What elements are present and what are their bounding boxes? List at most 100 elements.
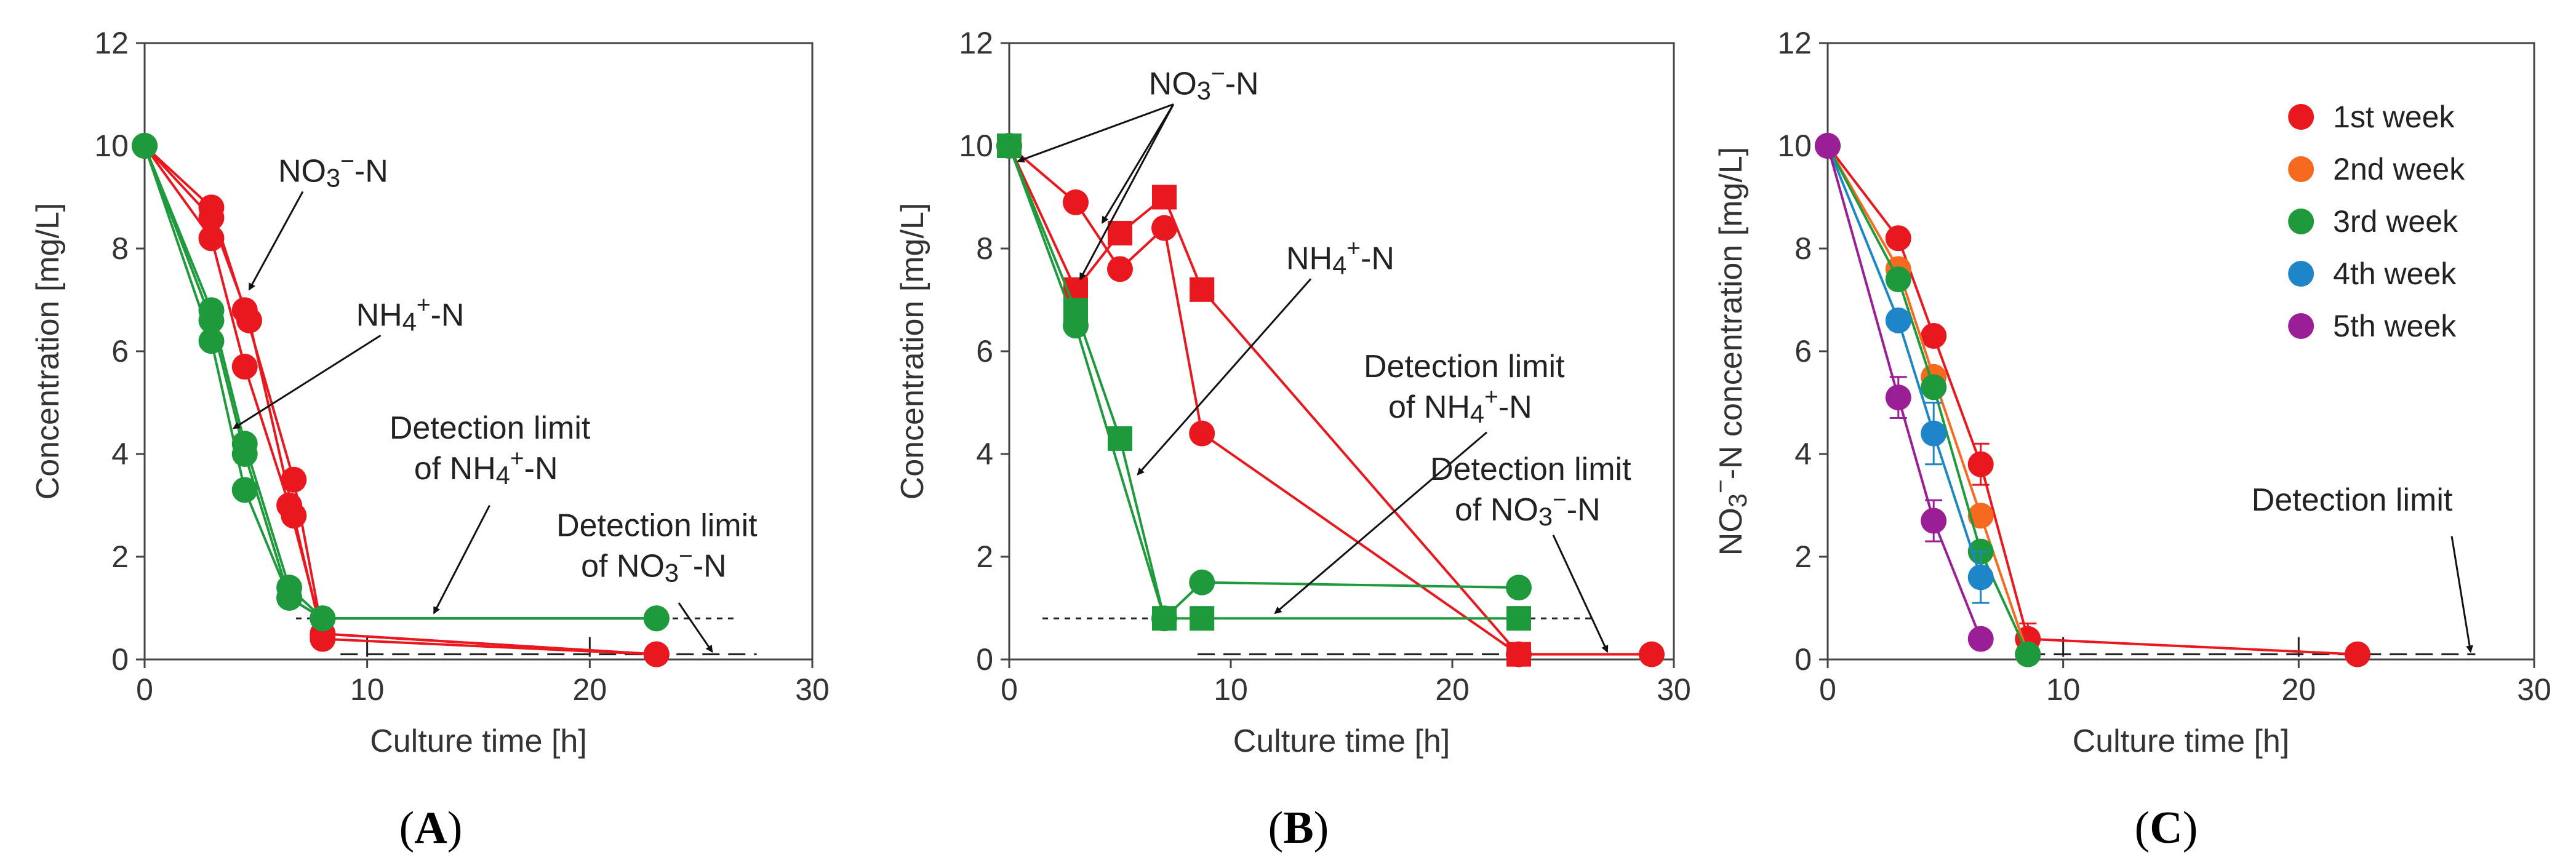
data-point xyxy=(1189,420,1215,447)
annotation-label: of NO3−-N xyxy=(581,543,727,587)
data-point-square xyxy=(1108,426,1132,451)
data-point-square xyxy=(1190,606,1215,631)
legend-item: 4th week xyxy=(2288,257,2457,291)
y-axis-label: NO3−-N concentration [mg/L] xyxy=(1708,147,1752,555)
legend-label: 1st week xyxy=(2333,100,2455,134)
data-point xyxy=(310,605,336,632)
annotation-label: Detection limit xyxy=(556,508,758,544)
panel-a: 0 2 4 6 8 10 12 0 10 20 30 Culture time [h] Concentr… xyxy=(30,26,830,853)
legend-marker xyxy=(2288,104,2314,130)
data-point xyxy=(1967,564,1994,591)
panel-label: (B) xyxy=(1268,803,1329,853)
data-point-square xyxy=(1506,606,1531,631)
annotation-arrow xyxy=(1079,103,1175,281)
data-point xyxy=(198,204,225,231)
series-4 xyxy=(997,133,1531,631)
panel-label: (A) xyxy=(399,803,463,853)
data-point xyxy=(1885,225,1911,252)
y-tick-label: 0 xyxy=(1794,642,1812,677)
data-point xyxy=(198,328,225,354)
data-point xyxy=(1063,189,1089,215)
data-point xyxy=(1815,133,1841,159)
data-point xyxy=(2345,641,2370,667)
data-point xyxy=(236,307,262,333)
x-axis-label: Culture time [h] xyxy=(370,723,587,759)
annotation-arrow xyxy=(1552,535,1609,653)
series-3 xyxy=(1815,133,2041,667)
series-line xyxy=(1826,145,1982,640)
plot-frame xyxy=(1826,42,2535,661)
data-point xyxy=(1967,626,1994,652)
legend-label: 2nd week xyxy=(2333,152,2465,186)
y-axis-label: Concentration [mg/L] xyxy=(30,203,66,500)
data-point-square xyxy=(1152,606,1177,631)
annotation-label: of NH4+-N xyxy=(1388,383,1532,428)
annotation-arrow xyxy=(1101,103,1175,224)
data-point-square xyxy=(1506,642,1531,667)
y-tick-label: 6 xyxy=(111,334,129,368)
data-point-square xyxy=(1108,220,1132,245)
legend-marker xyxy=(2288,261,2314,287)
series-line xyxy=(1008,145,1520,655)
y-tick-label: 0 xyxy=(976,642,993,677)
series-line xyxy=(1826,145,1982,578)
series-6 xyxy=(132,133,670,632)
y-tick-label: 10 xyxy=(959,129,993,163)
x-tick-label: 0 xyxy=(136,672,153,707)
data-point xyxy=(1967,503,1994,529)
data-point xyxy=(198,225,225,252)
data-point xyxy=(132,133,158,159)
y-tick-label: 2 xyxy=(976,540,993,574)
series-5 xyxy=(1815,133,1994,652)
series-line xyxy=(143,145,657,656)
annotation-label: Detection limit xyxy=(1364,349,1565,384)
data-point xyxy=(198,307,225,333)
data-point xyxy=(1639,641,1665,667)
data-point-square xyxy=(997,133,1022,158)
x-tick-label: 20 xyxy=(573,672,607,707)
annotation-arrow xyxy=(1017,103,1174,163)
data-point xyxy=(1921,322,1947,349)
data-point xyxy=(1151,215,1177,241)
data-point xyxy=(1107,256,1133,282)
series-line xyxy=(143,145,657,620)
legend-label: 5th week xyxy=(2333,309,2457,343)
y-tick-label: 12 xyxy=(94,26,129,60)
data-point xyxy=(1921,420,1947,447)
x-tick-label: 20 xyxy=(1435,672,1470,707)
panel-label: (C) xyxy=(2135,803,2198,853)
data-point xyxy=(231,354,258,380)
y-tick-label: 6 xyxy=(976,334,993,368)
x-tick-label: 10 xyxy=(2046,672,2081,707)
legend-item: 2nd week xyxy=(2288,152,2465,186)
series-line xyxy=(143,145,657,656)
panel-c: 0 2 4 6 8 10 12 0 10 20 30 Culture time [h] NO3−-N c… xyxy=(1708,26,2551,853)
data-point xyxy=(1921,508,1947,534)
x-tick-label: 30 xyxy=(1657,672,1691,707)
data-point xyxy=(1885,266,1911,293)
x-tick-label: 0 xyxy=(1819,672,1836,707)
data-point xyxy=(276,584,303,611)
annotation-arrow xyxy=(1274,431,1487,615)
x-axis-label: Culture time [h] xyxy=(2073,723,2290,759)
annotation-arrow xyxy=(232,334,382,429)
legend-item: 5th week xyxy=(2288,309,2457,343)
series-2 xyxy=(1815,133,2041,667)
annotation-arrow xyxy=(678,602,713,653)
data-point xyxy=(643,605,670,632)
panel-b: 0 2 4 6 8 10 12 0 10 20 30 Culture time [h] Concentr… xyxy=(895,26,1691,853)
y-tick-label: 4 xyxy=(976,437,993,471)
annotation-1: NO3−-N xyxy=(248,148,388,291)
series-line xyxy=(1826,145,2358,656)
data-point xyxy=(1967,451,1994,477)
y-tick-label: 6 xyxy=(1794,334,1812,368)
plot-frame xyxy=(1008,42,1675,661)
y-tick-label: 12 xyxy=(959,26,993,60)
annotation-1: Detection limit xyxy=(2252,482,2473,653)
series-1 xyxy=(996,133,1665,667)
annotation-label: Detection limit xyxy=(2252,482,2453,518)
series-2 xyxy=(132,133,670,667)
x-axis-label: Culture time [h] xyxy=(1233,723,1450,759)
